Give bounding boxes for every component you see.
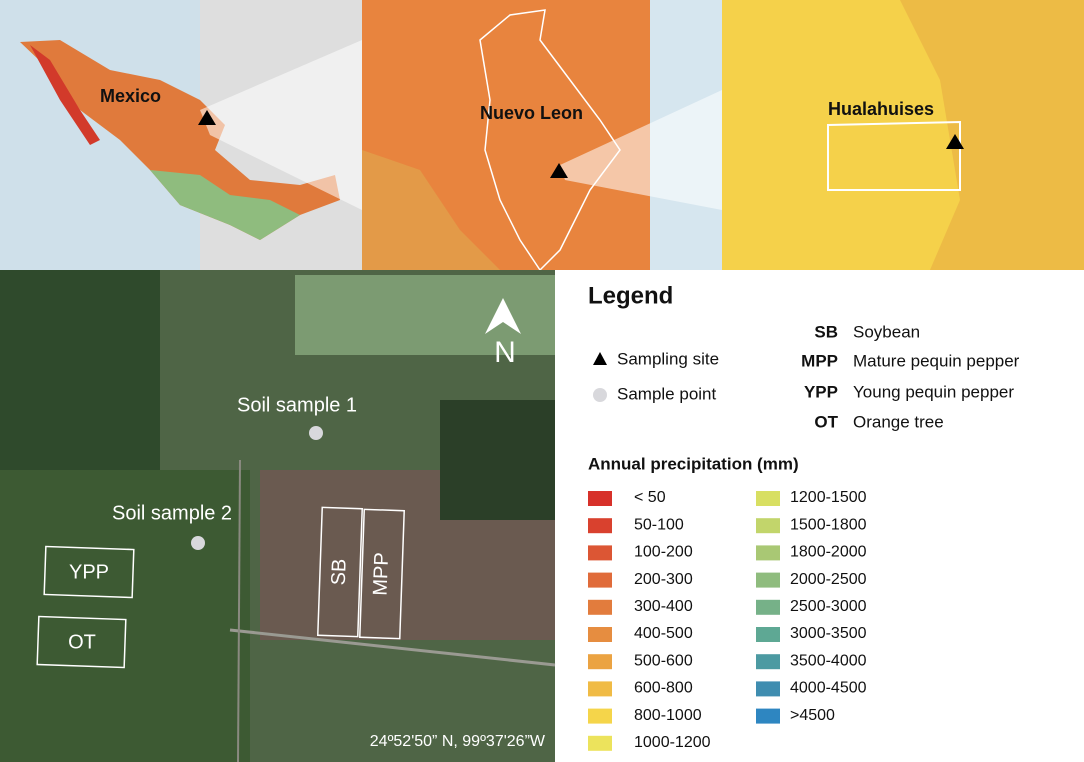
precipitation-swatch: [588, 708, 612, 724]
mexico-shape: [20, 40, 340, 240]
plot-label: YPP: [69, 561, 109, 583]
sampling-site: [946, 134, 964, 149]
precipitation-title: Annual precipitation (mm): [588, 454, 799, 473]
precipitation-swatch: [756, 599, 780, 615]
legend-entry: Sampling site: [617, 349, 719, 368]
plot-box: [317, 506, 363, 638]
precipitation-label: 800-1000: [634, 707, 702, 724]
precipitation-label: 600-800: [634, 680, 693, 697]
coordinates: 24º52'50” N, 99º37'26”W: [370, 733, 546, 750]
precipitation-swatch: [588, 654, 612, 670]
abbreviation-name: Soybean: [853, 322, 920, 341]
map-label: Nuevo Leon: [480, 103, 583, 123]
precipitation-swatch: [588, 518, 612, 534]
north-arrow: [485, 298, 521, 334]
legend-entry: Sample point: [617, 384, 717, 403]
road: [229, 628, 556, 667]
precipitation-label: 2500-3000: [790, 598, 867, 615]
plot-box: [36, 615, 127, 669]
precipitation-label: 2000-2500: [790, 571, 867, 588]
road: [237, 459, 241, 762]
precipitation-label: 100-200: [634, 544, 693, 561]
plot-box: [359, 508, 405, 640]
precipitation-label: 1800-2000: [790, 544, 867, 561]
precipitation-swatch: [588, 572, 612, 588]
precipitation-swatch: [756, 491, 780, 506]
precipitation-swatch: [588, 599, 612, 615]
abbreviation-code: OT: [814, 412, 838, 431]
abbreviation-code: YPP: [804, 382, 838, 401]
precipitation-swatch: [756, 572, 780, 588]
abbreviation-name: Orange tree: [853, 412, 944, 431]
sample-label: Soil sample 1: [237, 394, 357, 416]
precipitation-swatch: [756, 681, 780, 697]
zoom-cone: [560, 90, 722, 210]
sample-point: [191, 536, 205, 550]
precipitation-swatch: [756, 654, 780, 670]
municipality-terrain: [900, 0, 1084, 270]
plot-label: OT: [68, 631, 96, 653]
baja: [30, 45, 100, 145]
abbreviation-name: Mature pequin pepper: [853, 351, 1020, 370]
state-border: [479, 9, 621, 272]
precipitation-label: 500-600: [634, 652, 693, 669]
precipitation-swatch: [588, 627, 612, 642]
map-label: Hualahuises: [828, 99, 934, 119]
trees: [0, 270, 160, 470]
mexico-south: [150, 170, 300, 240]
precipitation-label: 300-400: [634, 598, 693, 615]
precipitation-label: 1000-1200: [634, 734, 711, 751]
sampling-site: [198, 110, 216, 125]
precipitation-swatch: [588, 545, 612, 561]
precipitation-swatch: [756, 518, 780, 534]
precipitation-swatch: [756, 545, 780, 561]
field: [295, 275, 555, 355]
precipitation-label: 400-500: [634, 625, 693, 642]
precipitation-label: >4500: [790, 707, 835, 724]
precipitation-label: < 50: [634, 489, 666, 506]
precipitation-swatch: [588, 735, 612, 751]
sampling-site: [550, 163, 568, 178]
municipality-border: [827, 120, 961, 191]
precipitation-label: 3500-4000: [790, 652, 867, 669]
precipitation-label: 50-100: [634, 516, 684, 533]
region-terrain: [362, 150, 500, 270]
precipitation-swatch: [756, 627, 780, 642]
map-label: Mexico: [100, 86, 161, 106]
precipitation-swatch: [756, 708, 780, 724]
abbreviation-name: Young pequin pepper: [853, 382, 1014, 401]
plot-label: SB: [328, 558, 351, 585]
sample-point-symbol: [593, 388, 607, 402]
plot-label: MPP: [370, 552, 393, 596]
precipitation-swatch: [588, 491, 612, 506]
abbreviation-code: SB: [814, 322, 838, 341]
legend-title: Legend: [588, 282, 673, 309]
sample-point: [309, 426, 323, 440]
precipitation-label: 1500-1800: [790, 516, 867, 533]
sample-label: Soil sample 2: [112, 502, 232, 524]
sampling-site-symbol: [593, 352, 607, 365]
plot-box: [43, 545, 135, 599]
precipitation-label: 4000-4500: [790, 680, 867, 697]
precipitation-label: 1200-1500: [790, 489, 867, 506]
precipitation-label: 200-300: [634, 571, 693, 588]
precipitation-swatch: [588, 681, 612, 697]
precipitation-label: 3000-3500: [790, 625, 867, 642]
trees: [440, 400, 555, 520]
abbreviation-code: MPP: [801, 351, 838, 370]
north-label: N: [494, 336, 516, 369]
zoom-cone: [200, 40, 362, 210]
